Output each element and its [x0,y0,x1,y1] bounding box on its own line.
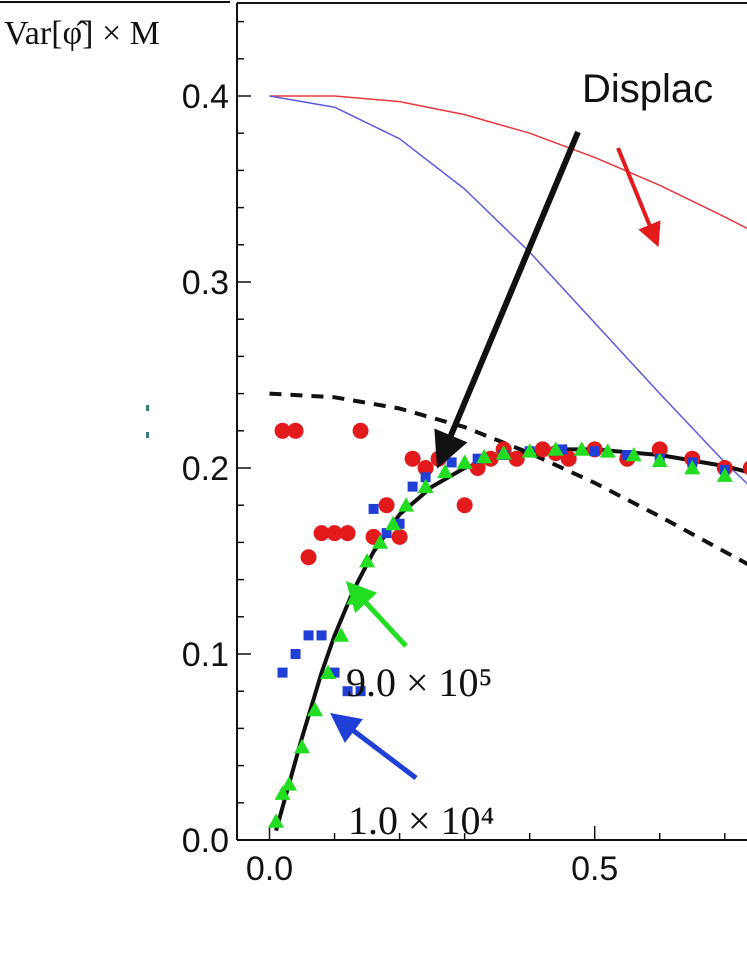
triangle-point [495,445,512,460]
triangle-point [456,454,473,469]
square-point [420,472,431,483]
square-point [446,457,457,468]
triangle-point [294,739,311,754]
displacement-arrow [434,130,581,469]
annotation-displacement: Displac [582,67,713,111]
triangle-point [268,813,285,828]
curve-line [269,95,747,485]
square-point [394,518,405,529]
square-point [355,686,366,697]
triangle-point [573,441,590,456]
square-point [407,481,418,492]
blue-arrow [330,712,418,780]
triangle-point [547,441,564,456]
triangle-point [320,664,337,679]
left-edge-mark [146,405,149,411]
x-tick-label: 0.5 [571,850,618,888]
annotation-9e5: 9.0 × 10⁵ [346,660,493,705]
square-point [368,503,379,514]
triangle-point [372,534,389,549]
circle-point [287,422,304,439]
triangle-point [625,446,642,462]
triangle-point [599,443,616,458]
triangle-point [281,776,298,791]
circle-point [560,450,577,467]
annotation-1e4: 1.0 × 10⁴ [348,798,495,843]
square-point [381,528,392,539]
annotations: Displac 9.0 × 10⁵ 1.0 × 10⁴ [330,67,713,843]
square-point [329,667,340,678]
triangle-point [417,478,434,493]
square-point [472,453,483,464]
triangle-point [437,463,454,479]
data-points [268,422,747,828]
circle-point [391,528,408,545]
y-tick-label: 0.0 [182,822,229,860]
square-point [277,667,288,678]
circle-point [469,460,486,476]
triangle-point [716,467,733,482]
axes: 0.00.10.20.30.40.00.51.0 [182,2,747,888]
circle-point [742,460,747,476]
triangle-point [398,497,415,512]
circle-point [313,525,330,542]
square-point [589,446,600,457]
y-tick-label: 0.2 [182,450,229,488]
green-arrow [345,580,408,648]
circle-point [352,422,369,439]
x-tick-label: 0.0 [246,850,293,888]
circle-point [430,450,447,467]
square-point [316,630,327,641]
triangle-point [359,553,376,568]
circle-point [300,549,317,566]
triangle-point [476,448,493,464]
circle-point [274,422,291,439]
curves [269,95,747,832]
curve-line [269,391,747,567]
red-arrow [616,147,661,248]
square-point [342,686,353,697]
circle-point [326,525,343,542]
triangle-point [651,452,668,467]
triangle-point [521,443,538,458]
triangle-point [333,627,350,642]
circle-point [378,497,395,514]
triangle-point [385,515,402,531]
square-point [557,444,568,455]
square-point [622,449,633,460]
square-point [303,630,314,641]
y-axis-label: Var[φ̂] × M [4,15,160,52]
y-tick-label: 0.3 [182,264,229,302]
triangle-point [684,460,701,475]
left-edge-mark-2 [146,432,149,438]
circle-point [404,450,421,467]
triangle-point [274,785,291,800]
square-point [290,649,301,659]
circle-point [456,497,473,514]
circle-point [417,460,434,476]
circle-point [651,441,668,458]
circle-point [339,525,356,542]
curve-line [269,95,747,230]
circle-point [534,441,551,458]
triangle-point [307,701,324,717]
y-tick-label: 0.1 [182,636,229,674]
y-tick-label: 0.4 [182,78,229,116]
circle-point [508,450,525,467]
